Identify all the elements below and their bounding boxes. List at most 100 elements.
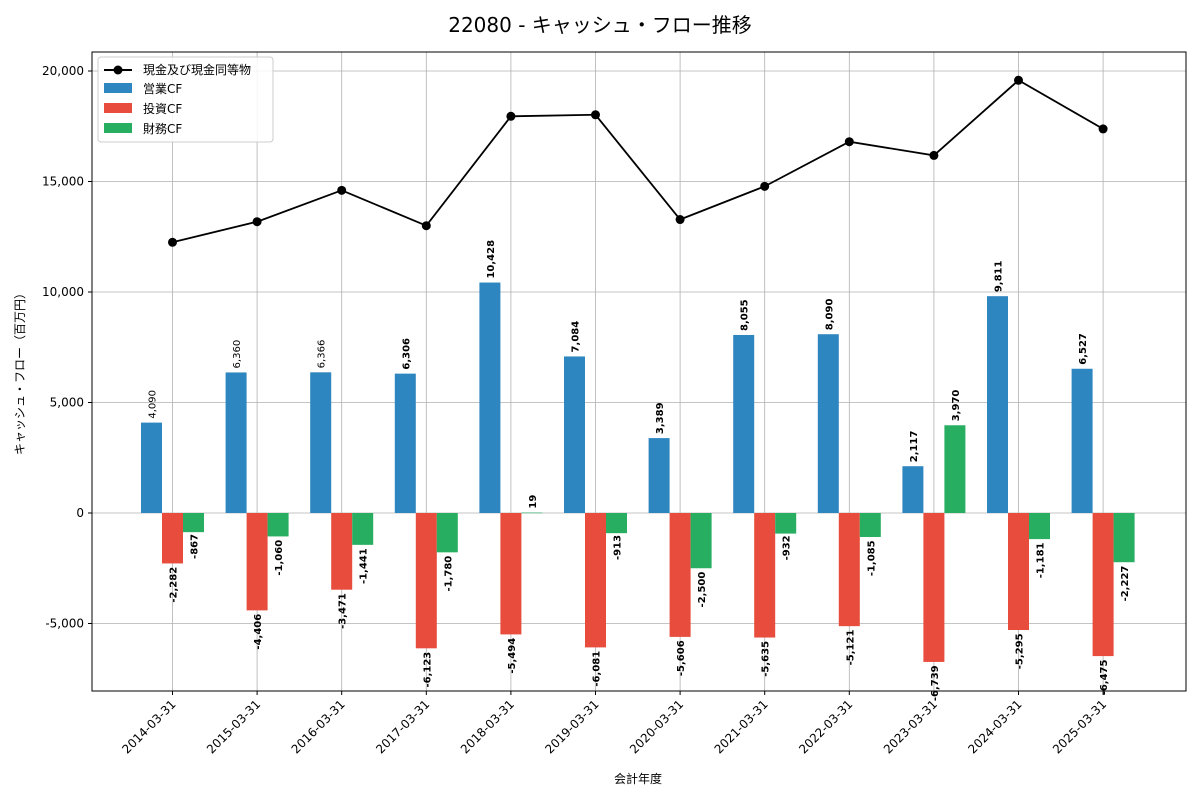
data-label: -6,475 xyxy=(1099,659,1110,695)
data-label: -4,406 xyxy=(253,614,264,650)
bar-1 xyxy=(754,513,776,638)
bar-2 xyxy=(352,513,374,545)
y-tick-label: 20,000 xyxy=(42,64,84,78)
bar-2 xyxy=(267,513,289,537)
bar-0 xyxy=(987,296,1008,513)
data-label: -2,227 xyxy=(1120,566,1131,602)
bar-2 xyxy=(606,513,627,534)
x-axis-label: 会計年度 xyxy=(614,771,662,786)
data-label: -5,635 xyxy=(761,641,772,677)
bar-0 xyxy=(479,282,501,513)
chart-title: 22080 - キャッシュ・フロー推移 xyxy=(448,13,752,37)
data-label: -932 xyxy=(782,535,793,560)
legend-swatch-financing xyxy=(104,123,132,133)
cash-point xyxy=(1098,124,1108,134)
bar-2 xyxy=(944,425,966,513)
line-layer xyxy=(168,75,1108,247)
bar-2 xyxy=(183,513,204,533)
data-label: -1,441 xyxy=(359,548,370,584)
plot-frame xyxy=(91,51,1187,692)
bar-1 xyxy=(923,513,945,662)
bar-1 xyxy=(585,513,606,648)
data-label: 6,360 xyxy=(232,340,243,369)
data-label: 6,527 xyxy=(1078,333,1089,365)
data-label: 3,389 xyxy=(655,402,666,434)
y-tick-label: 15,000 xyxy=(42,175,84,189)
cash-point xyxy=(1014,75,1023,85)
data-label: -913 xyxy=(613,535,624,560)
cash-point xyxy=(844,137,854,147)
data-label: -1,085 xyxy=(866,540,877,576)
data-label: -867 xyxy=(190,534,201,559)
data-label: -6,123 xyxy=(422,652,433,688)
data-label: -5,295 xyxy=(1015,633,1026,669)
legend-label-investing: 投資CF xyxy=(143,101,182,116)
y-tick-label: -5,000 xyxy=(45,617,84,631)
cash-line xyxy=(172,79,1104,244)
bar-1 xyxy=(669,513,691,637)
bar-1 xyxy=(838,513,860,627)
bar-0 xyxy=(1071,368,1093,513)
bar-0 xyxy=(902,466,924,513)
data-label: 3,970 xyxy=(951,390,962,422)
bar-1 xyxy=(1008,513,1029,631)
cash-point xyxy=(591,110,600,120)
data-label: -5,606 xyxy=(676,640,687,676)
y-axis-label: キャッシュ・フロー（百万円） xyxy=(13,287,27,455)
legend-box xyxy=(97,56,274,143)
cash-point xyxy=(675,215,685,225)
legend-swatch-investing xyxy=(104,103,132,113)
bar-0 xyxy=(310,372,332,513)
x-tick-label: 2024-03-31 xyxy=(965,697,1024,756)
bar-1 xyxy=(246,513,268,611)
legend-label-cash: 現金及び現金同等物 xyxy=(143,62,251,77)
bar-2 xyxy=(521,512,543,514)
data-label: -2,500 xyxy=(697,572,708,608)
cash-point xyxy=(168,237,177,247)
data-label: -5,494 xyxy=(507,638,518,674)
x-tick-label: 2016-03-31 xyxy=(289,697,348,756)
x-tick-label: 2017-03-31 xyxy=(373,697,432,756)
legend: 現金及び現金同等物 営業CF 投資CF 財務CF xyxy=(97,56,274,143)
bar-0 xyxy=(564,356,585,513)
data-label: -2,282 xyxy=(169,567,180,603)
bar-1 xyxy=(331,513,353,590)
bar-0 xyxy=(394,373,416,513)
bar-2 xyxy=(775,513,797,534)
cash-point xyxy=(760,181,770,191)
bar-2 xyxy=(859,513,881,537)
data-label: 10,428 xyxy=(486,240,497,279)
data-label: -1,181 xyxy=(1036,542,1047,578)
cash-point xyxy=(929,150,939,160)
data-label: -6,739 xyxy=(930,665,941,701)
bar-0 xyxy=(225,372,247,513)
x-tick-label: 2014-03-31 xyxy=(119,697,178,756)
cash-point xyxy=(252,217,262,227)
bar-0 xyxy=(141,422,162,513)
data-label: 2,117 xyxy=(909,431,920,463)
x-ticks: 2014-03-31 2015-03-31 2016-03-31 2017-03-31… xyxy=(119,691,1109,756)
data-label: -1,060 xyxy=(274,540,285,576)
y-tick-label: 10,000 xyxy=(42,285,84,299)
data-label: 7,084 xyxy=(571,321,582,353)
x-tick-label: 2019-03-31 xyxy=(542,697,601,756)
bar-2 xyxy=(690,513,712,569)
bar-0 xyxy=(733,334,755,513)
bar-1 xyxy=(1092,513,1114,657)
cash-point xyxy=(506,111,516,121)
x-tick-label: 2025-03-31 xyxy=(1050,697,1109,756)
x-tick-label: 2020-03-31 xyxy=(627,697,686,756)
legend-label-financing: 財務CF xyxy=(143,121,182,136)
x-tick-label: 2018-03-31 xyxy=(458,697,517,756)
data-label: 4,090 xyxy=(148,390,159,419)
data-label: 8,090 xyxy=(824,299,835,331)
bar-2 xyxy=(1029,513,1050,540)
x-tick-label: 2021-03-31 xyxy=(712,697,771,756)
bar-2 xyxy=(1113,513,1135,563)
x-tick-label: 2023-03-31 xyxy=(881,697,940,756)
bar-0 xyxy=(817,334,839,513)
y-ticks: -5,000 0 5,000 10,000 15,000 20,000 xyxy=(42,64,92,631)
cash-point xyxy=(337,185,347,195)
y-tick-label: 5,000 xyxy=(50,396,84,410)
